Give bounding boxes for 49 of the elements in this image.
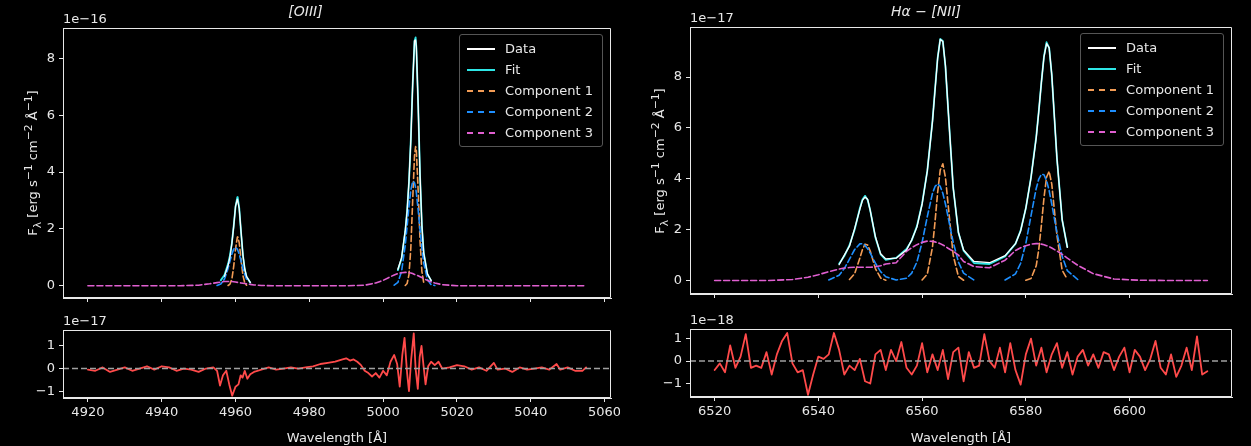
chart-title: [OIII]	[288, 3, 323, 20]
y-tick-label: 8	[46, 49, 55, 65]
x-tick-label: 6560	[905, 403, 939, 419]
legend-label: Component 1	[505, 83, 593, 98]
y-tick-label: 1	[673, 330, 682, 346]
text: 1e−18	[690, 311, 734, 327]
x-tick-label: 6520	[698, 403, 732, 419]
legend-label: Component 2	[1126, 103, 1214, 118]
y-tick-label: 2	[46, 220, 55, 236]
x-tick-label: 5000	[366, 404, 400, 420]
line-series	[713, 240, 1209, 282]
y-tick-label: −1	[662, 374, 682, 390]
legend-label: Fit	[505, 62, 521, 77]
x-axis-title: Wavelength [Å]	[910, 429, 1012, 445]
y-tick-label: 8	[673, 68, 682, 84]
y-tick-label: 6	[673, 119, 682, 135]
y-tick-label: −1	[35, 382, 55, 398]
x-tick-label: 5060	[588, 404, 622, 420]
legend-label: Component 3	[1126, 124, 1214, 139]
x-tick-label: 4980	[292, 404, 326, 420]
x-tick-label: 4940	[145, 404, 179, 420]
y-tick-label: 0	[46, 277, 55, 293]
legend-label: Fit	[1126, 61, 1142, 76]
y-tick-label: 1	[46, 337, 55, 353]
legend-label: Data	[1126, 40, 1158, 55]
x-tick-label: 4920	[71, 404, 105, 420]
legend-label: Component 2	[505, 104, 593, 119]
y-tick-label: 6	[46, 106, 55, 122]
text: 1e−17	[63, 312, 107, 328]
x-tick-label: 6540	[801, 403, 835, 419]
x-tick-label: 6600	[1113, 403, 1147, 419]
line-series	[87, 271, 587, 287]
y-tick-label: 4	[46, 163, 55, 179]
legend-label: Data	[505, 41, 537, 56]
x-tick-label: 5020	[440, 404, 474, 420]
text: 1e−17	[690, 9, 734, 25]
x-tick-label: 5040	[514, 404, 548, 420]
x-axis-title: Wavelength [Å]	[286, 429, 388, 445]
legend-label: Component 3	[505, 125, 593, 140]
chart-title: Hα − [NII]	[890, 3, 962, 20]
text: 1e−16	[63, 10, 107, 26]
x-tick-label: 6580	[1009, 403, 1043, 419]
legend-label: Component 1	[1126, 82, 1214, 97]
y-tick-label: 4	[673, 170, 682, 186]
y-tick-label: 0	[46, 359, 55, 375]
y-tick-label: 0	[673, 271, 682, 287]
y-tick-label: 2	[673, 221, 682, 237]
x-tick-label: 4960	[218, 404, 253, 420]
y-tick-label: 0	[673, 352, 682, 368]
